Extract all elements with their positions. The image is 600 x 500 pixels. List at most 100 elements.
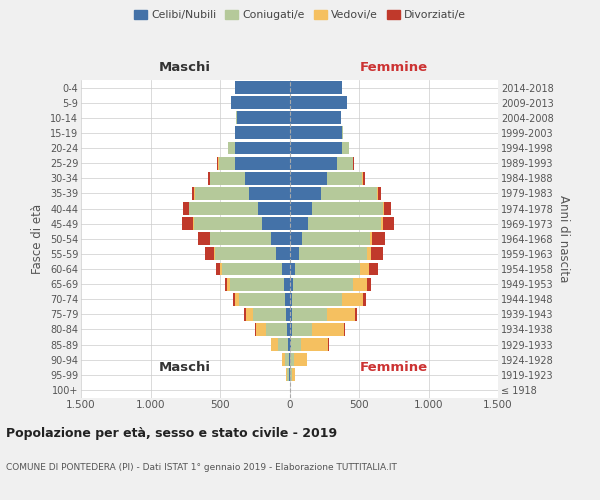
Bar — [361, 262, 369, 276]
Bar — [292, 323, 312, 336]
Bar — [384, 202, 391, 215]
Bar — [299, 248, 367, 260]
Bar — [290, 368, 292, 381]
Bar — [290, 308, 292, 321]
Text: Popolazione per età, sesso e stato civile - 2019: Popolazione per età, sesso e stato civil… — [6, 428, 337, 440]
Bar — [383, 202, 384, 215]
Bar — [290, 278, 293, 290]
Bar — [370, 232, 372, 245]
Bar — [286, 368, 287, 381]
Bar — [383, 217, 394, 230]
Bar — [371, 248, 383, 260]
Bar — [222, 262, 282, 276]
Bar — [302, 232, 370, 245]
Text: Maschi: Maschi — [159, 60, 211, 74]
Bar — [343, 142, 349, 154]
Bar — [377, 187, 378, 200]
Bar — [256, 323, 266, 336]
Bar — [199, 232, 209, 245]
Bar — [343, 293, 363, 306]
Bar — [193, 217, 194, 230]
Bar — [284, 293, 290, 306]
Bar — [182, 217, 193, 230]
Bar — [191, 187, 194, 200]
Bar — [328, 338, 329, 351]
Bar — [216, 262, 220, 276]
Bar — [271, 338, 278, 351]
Bar — [292, 293, 343, 306]
Bar — [210, 232, 271, 245]
Bar — [363, 172, 365, 184]
Bar — [262, 217, 290, 230]
Bar — [367, 248, 371, 260]
Y-axis label: Anni di nascita: Anni di nascita — [557, 195, 570, 282]
Bar — [290, 156, 337, 170]
Bar — [190, 202, 257, 215]
Bar — [353, 156, 354, 170]
Text: Maschi: Maschi — [159, 362, 211, 374]
Bar — [308, 217, 381, 230]
Bar — [282, 262, 290, 276]
Bar — [245, 172, 290, 184]
Bar — [194, 187, 195, 200]
Bar — [290, 248, 299, 260]
Bar — [249, 187, 290, 200]
Bar — [271, 232, 290, 245]
Bar — [286, 308, 290, 321]
Bar — [295, 262, 361, 276]
Bar — [235, 156, 290, 170]
Bar — [372, 232, 385, 245]
Bar — [231, 96, 290, 109]
Bar — [246, 308, 253, 321]
Bar — [292, 368, 295, 381]
Bar — [290, 202, 313, 215]
Bar — [239, 293, 284, 306]
Text: Femmine: Femmine — [359, 362, 428, 374]
Bar — [290, 293, 292, 306]
Bar — [282, 354, 284, 366]
Bar — [210, 172, 245, 184]
Bar — [205, 248, 214, 260]
Bar — [276, 248, 290, 260]
Bar — [214, 248, 215, 260]
Bar — [301, 338, 328, 351]
Bar — [235, 126, 290, 140]
Bar — [194, 217, 262, 230]
Bar — [290, 262, 295, 276]
Bar — [220, 262, 222, 276]
Bar — [217, 156, 218, 170]
Bar — [218, 156, 235, 170]
Bar — [367, 278, 371, 290]
Bar — [244, 308, 246, 321]
Bar — [290, 96, 347, 109]
Bar — [235, 81, 290, 94]
Bar — [287, 323, 290, 336]
Bar — [290, 232, 302, 245]
Bar — [290, 112, 341, 124]
Text: Femmine: Femmine — [359, 60, 428, 74]
Bar — [290, 187, 322, 200]
Bar — [289, 368, 290, 381]
Bar — [381, 217, 383, 230]
Bar — [189, 202, 190, 215]
Bar — [208, 172, 209, 184]
Bar — [291, 338, 301, 351]
Bar — [362, 172, 363, 184]
Bar — [290, 172, 327, 184]
Bar — [284, 354, 289, 366]
Bar — [369, 262, 379, 276]
Bar — [195, 187, 249, 200]
Bar — [235, 293, 239, 306]
Bar — [290, 338, 291, 351]
Bar — [284, 278, 290, 290]
Bar — [355, 308, 357, 321]
Bar — [183, 202, 189, 215]
Bar — [257, 202, 290, 215]
Bar — [289, 354, 290, 366]
Bar — [322, 187, 377, 200]
Bar — [230, 278, 284, 290]
Bar — [363, 293, 366, 306]
Bar — [293, 278, 353, 290]
Bar — [235, 142, 290, 154]
Bar — [378, 187, 381, 200]
